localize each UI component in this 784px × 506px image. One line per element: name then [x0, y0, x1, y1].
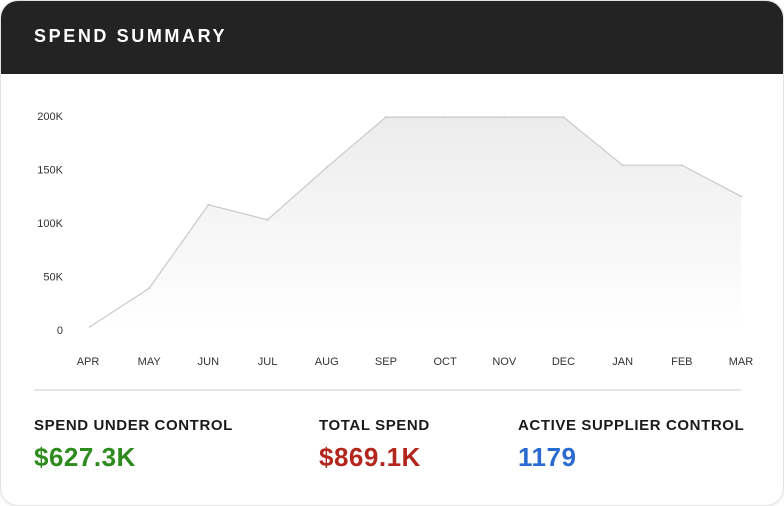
- data-points: [89, 116, 742, 328]
- x-tick-label: AUG: [315, 356, 339, 368]
- data-point-jul: [266, 218, 269, 221]
- y-tick-label: 150K: [37, 165, 63, 177]
- x-tick-label: JAN: [612, 356, 633, 368]
- kpi-active-supplier-control: ACTIVE SUPPLIER CONTROL 1179: [518, 417, 744, 473]
- x-tick-label: NOV: [492, 356, 517, 368]
- x-tick-label: DEC: [552, 356, 575, 368]
- kpi-spend-under-control: SPEND UNDER CONTROL $627.3K: [34, 417, 233, 473]
- data-point-jan: [621, 164, 624, 167]
- y-tick-label: 0: [57, 325, 63, 337]
- card-header: SPEND SUMMARY: [1, 1, 783, 74]
- data-point-oct: [444, 116, 447, 119]
- kpi-total-spend: TOTAL SPEND $869.1K: [319, 417, 430, 473]
- data-point-mar: [740, 195, 742, 198]
- x-tick-label: APR: [77, 356, 100, 368]
- y-tick-label: 50K: [43, 272, 63, 284]
- kpi-label: SPEND UNDER CONTROL: [34, 417, 233, 434]
- x-tick-label: JUL: [258, 356, 278, 368]
- x-tick-label: MAY: [138, 356, 162, 368]
- data-point-feb: [680, 164, 683, 167]
- kpi-label: TOTAL SPEND: [319, 417, 430, 434]
- x-tick-label: FEB: [671, 356, 692, 368]
- data-point-sep: [384, 116, 387, 119]
- y-tick-label: 100K: [37, 218, 63, 230]
- data-point-apr: [89, 325, 91, 328]
- data-point-may: [148, 287, 151, 290]
- x-tick-label: JUN: [198, 356, 219, 368]
- spend-area-chart: 0 50K 100K 150K 200K APR MAY JUN JUL AUG SEP OCT NO…: [37, 111, 754, 368]
- data-point-nov: [503, 116, 506, 119]
- kpi-value: $869.1K: [319, 442, 421, 472]
- x-tick-label: MAR: [729, 356, 754, 368]
- spend-area-fill: [90, 117, 741, 330]
- kpi-label: ACTIVE SUPPLIER CONTROL: [518, 417, 745, 434]
- data-point-jun: [207, 203, 210, 206]
- data-point-dec: [562, 116, 565, 119]
- kpi-value: $627.3K: [34, 442, 136, 472]
- y-axis-ticks: 0 50K 100K 150K 200K: [37, 111, 63, 337]
- x-tick-label: SEP: [375, 356, 397, 368]
- card-title: SPEND SUMMARY: [34, 26, 228, 46]
- y-tick-label: 200K: [37, 111, 63, 123]
- data-point-aug: [325, 166, 328, 169]
- x-axis-ticks: APR MAY JUN JUL AUG SEP OCT NOV DEC JAN FEB MAR: [77, 356, 754, 368]
- spend-line: [89, 116, 742, 328]
- divider: [34, 389, 741, 391]
- x-tick-label: OCT: [433, 356, 457, 368]
- kpi-value: 1179: [518, 442, 577, 472]
